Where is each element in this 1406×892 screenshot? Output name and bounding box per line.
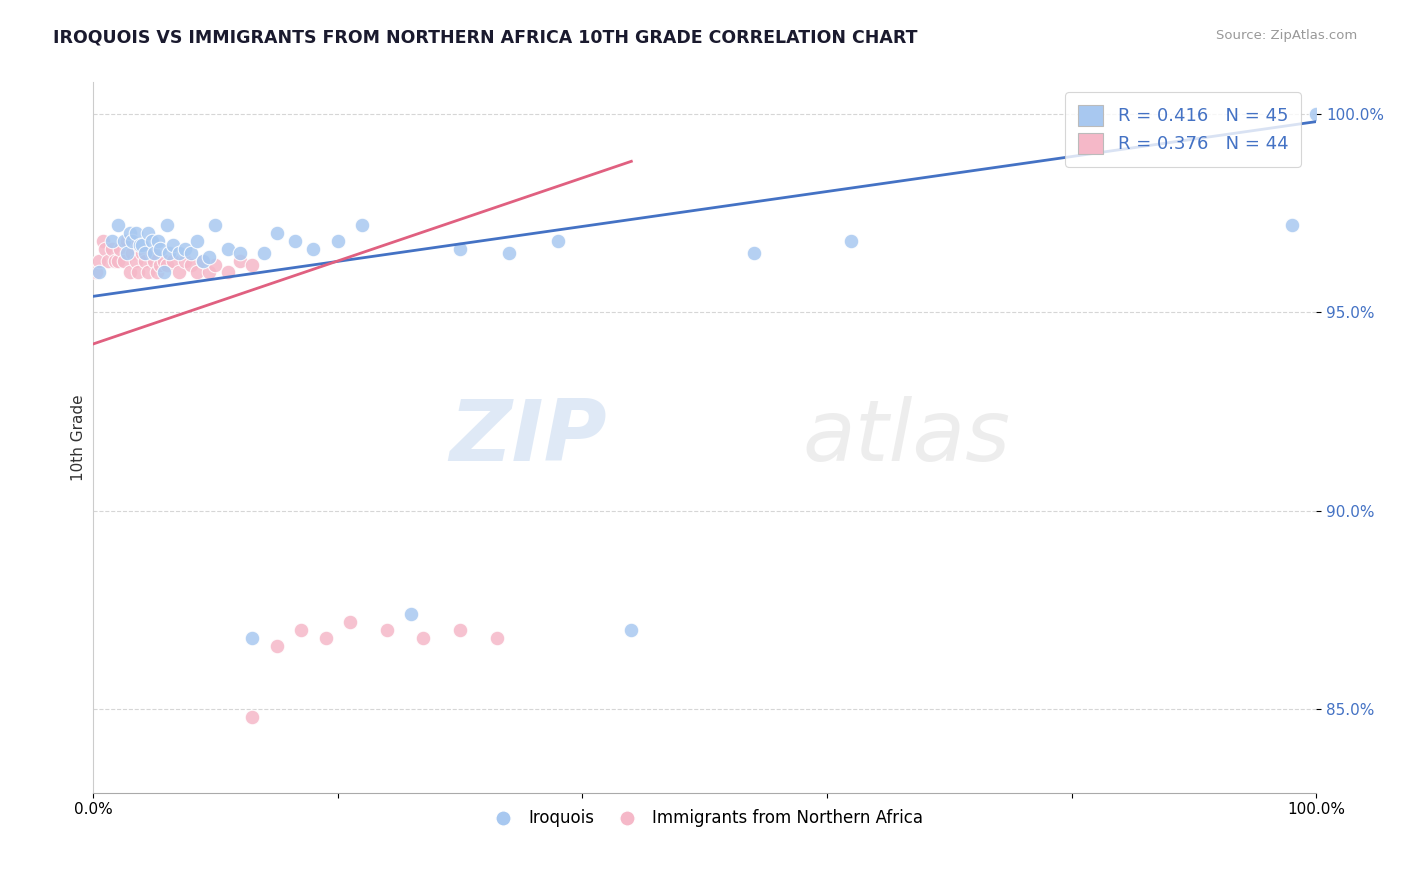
Point [315, 631, 337, 645]
Point [107, 253, 129, 268]
Text: atlas: atlas [803, 396, 1011, 479]
Point [186, 265, 208, 279]
Point [121, 245, 143, 260]
Point [174, 242, 197, 256]
Point [167, 245, 190, 260]
Point [266, 639, 288, 653]
Point [143, 245, 166, 260]
Point [128, 237, 150, 252]
Point [326, 234, 349, 248]
Point [157, 245, 180, 260]
Point [266, 226, 288, 240]
Point [131, 237, 153, 252]
Point [136, 226, 159, 240]
Point [229, 253, 252, 268]
Point [162, 253, 184, 268]
Point [118, 265, 141, 279]
Point [155, 258, 177, 272]
Point [193, 253, 215, 268]
Point [204, 258, 226, 272]
Point [547, 234, 569, 248]
Point [131, 245, 153, 260]
Point [112, 253, 135, 268]
Point [339, 615, 361, 629]
Point [193, 253, 215, 268]
Point [162, 237, 184, 252]
Point [146, 265, 169, 279]
Point [97, 253, 120, 268]
Point [153, 253, 176, 268]
Point [742, 245, 765, 260]
Point [143, 253, 166, 268]
Point [498, 245, 520, 260]
Point [240, 258, 263, 272]
Point [117, 245, 139, 260]
Point [180, 245, 202, 260]
Point [180, 258, 202, 272]
Point [204, 218, 226, 232]
Point [127, 265, 149, 279]
Point [89, 253, 111, 268]
Point [141, 234, 163, 248]
Point [136, 265, 159, 279]
Point [117, 234, 139, 248]
Point [352, 218, 374, 232]
Point [217, 265, 239, 279]
Point [91, 234, 114, 248]
Point [449, 242, 471, 256]
Point [125, 226, 148, 240]
Point [253, 245, 276, 260]
Point [229, 245, 252, 260]
Point [107, 218, 129, 232]
Point [1281, 218, 1303, 232]
Point [112, 234, 135, 248]
Point [841, 234, 863, 248]
Point [302, 242, 325, 256]
Point [290, 623, 312, 637]
Legend: Iroquois, Immigrants from Northern Africa: Iroquois, Immigrants from Northern Afric… [479, 803, 929, 834]
Point [100, 242, 122, 256]
Point [217, 242, 239, 256]
Point [155, 218, 177, 232]
Point [100, 234, 122, 248]
Text: Source: ZipAtlas.com: Source: ZipAtlas.com [1216, 29, 1357, 42]
Point [240, 710, 263, 724]
Point [174, 253, 197, 268]
Point [485, 631, 508, 645]
Point [94, 242, 117, 256]
Point [449, 623, 471, 637]
Y-axis label: 10th Grade: 10th Grade [72, 394, 86, 481]
Text: IROQUOIS VS IMMIGRANTS FROM NORTHERN AFRICA 10TH GRADE CORRELATION CHART: IROQUOIS VS IMMIGRANTS FROM NORTHERN AFR… [53, 29, 918, 46]
Point [125, 253, 148, 268]
Point [141, 245, 163, 260]
Point [284, 234, 307, 248]
Point [240, 631, 263, 645]
Point [149, 242, 172, 256]
Point [84, 265, 107, 279]
Point [198, 250, 221, 264]
Point [108, 242, 131, 256]
Point [375, 623, 398, 637]
Point [104, 253, 127, 268]
Text: ZIP: ZIP [450, 396, 607, 479]
Point [167, 265, 190, 279]
Point [134, 253, 156, 268]
Point [153, 265, 176, 279]
Point [146, 234, 169, 248]
Point [134, 245, 156, 260]
Point [1305, 106, 1327, 120]
Point [149, 258, 172, 272]
Point [89, 265, 111, 279]
Point [412, 631, 434, 645]
Point [620, 623, 643, 637]
Point [121, 234, 143, 248]
Point [198, 265, 221, 279]
Point [118, 226, 141, 240]
Point [399, 607, 422, 621]
Point [186, 234, 208, 248]
